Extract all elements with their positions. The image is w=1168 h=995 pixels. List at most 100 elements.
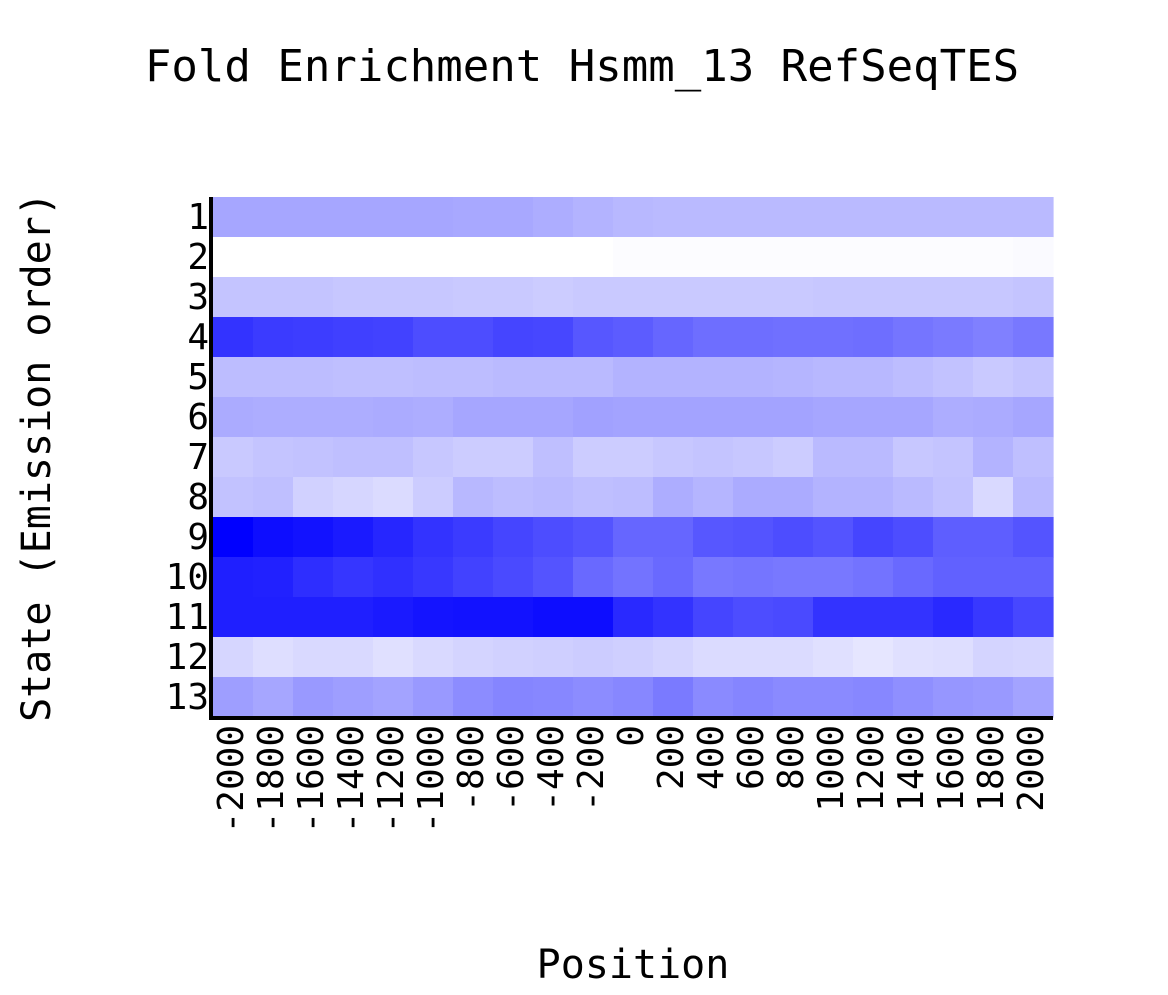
heatmap-cell-state-6-pos-0 [613,397,654,438]
heatmap-cell-state-11-pos-200 [653,597,694,638]
y-tick-label: 5 [187,357,209,398]
heatmap-cell-state-13-pos--600 [493,677,534,718]
heatmap-cell-state-6-pos-1600 [933,397,974,438]
heatmap-cell-state-13-pos--1200 [373,677,414,718]
heatmap-cell-state-6-pos-600 [733,397,774,438]
heatmap-cell-state-3-pos--1000 [413,277,454,318]
heatmap-cell-state-7-pos--200 [573,437,614,478]
heatmap-cell-state-10-pos--1000 [413,557,454,598]
heatmap-cell-state-6-pos--1800 [253,397,294,438]
heatmap-cell-state-6-pos-1400 [893,397,934,438]
heatmap-cell-state-10-pos--400 [533,557,574,598]
heatmap-cell-state-3-pos--1400 [333,277,374,318]
heatmap-cell-state-11-pos--1200 [373,597,414,638]
heatmap-cell-state-11-pos--1600 [293,597,334,638]
heatmap-cell-state-2-pos-1600 [933,237,974,278]
heatmap-cell-state-8-pos--1800 [253,477,294,518]
heatmap-cell-state-8-pos-400 [693,477,734,518]
heatmap-cell-state-8-pos--1200 [373,477,414,518]
heatmap-cell-state-11-pos-600 [733,597,774,638]
heatmap-cell-state-6-pos-1800 [973,397,1014,438]
heatmap-cell-state-4-pos--200 [573,317,614,358]
heatmap-cell-state-9-pos--600 [493,517,534,558]
heatmap-cell-state-8-pos--800 [453,477,494,518]
y-tick-label: 11 [166,597,209,638]
heatmap-cell-state-9-pos--1800 [253,517,294,558]
heatmap-cell-state-13-pos--400 [533,677,574,718]
heatmap-cell-state-6-pos-1000 [813,397,854,438]
heatmap-cell-state-3-pos--1200 [373,277,414,318]
x-tick-label: 1000 [811,725,852,812]
heatmap-cell-state-13-pos--2000 [213,677,254,718]
heatmap-cell-state-8-pos--2000 [213,477,254,518]
heatmap-cell-state-3-pos-200 [653,277,694,318]
heatmap-cell-state-1-pos--1000 [413,197,454,238]
heatmap-cell-state-6-pos-200 [653,397,694,438]
heatmap-cell-state-9-pos-200 [653,517,694,558]
heatmap-cell-state-11-pos--600 [493,597,534,638]
heatmap-cell-state-5-pos--200 [573,357,614,398]
heatmap-cell-state-7-pos--600 [493,437,534,478]
heatmap-cell-state-12-pos--1600 [293,637,334,678]
heatmap-cell-state-3-pos-2000 [1013,277,1054,318]
heatmap-cell-state-10-pos--800 [453,557,494,598]
heatmap-cell-state-1-pos-1400 [893,197,934,238]
heatmap-cell-state-13-pos--1800 [253,677,294,718]
chart-title: Fold Enrichment Hsmm_13 RefSeqTES [145,41,1019,92]
heatmap-cell-state-12-pos--800 [453,637,494,678]
heatmap-cell-state-5-pos--1000 [413,357,454,398]
heatmap-cell-state-1-pos-1200 [853,197,894,238]
heatmap-cell-state-10-pos-800 [773,557,814,598]
heatmap-cell-state-8-pos--1000 [413,477,454,518]
heatmap-cell-state-12-pos-1800 [973,637,1014,678]
heatmap-cell-state-10-pos-600 [733,557,774,598]
x-axis-label: Position [537,942,730,988]
heatmap-cell-state-12-pos-800 [773,637,814,678]
heatmap-cell-state-13-pos-400 [693,677,734,718]
heatmap-cell-state-7-pos-1000 [813,437,854,478]
heatmap-cell-state-12-pos--600 [493,637,534,678]
heatmap-cell-state-10-pos-1400 [893,557,934,598]
heatmap-cell-state-5-pos--1600 [293,357,334,398]
heatmap-cells [213,197,1054,718]
heatmap-cell-state-1-pos--1200 [373,197,414,238]
heatmap-cell-state-13-pos-200 [653,677,694,718]
heatmap-cell-state-5-pos--600 [493,357,534,398]
heatmap-cell-state-4-pos-2000 [1013,317,1054,358]
heatmap-cell-state-5-pos-600 [733,357,774,398]
heatmap-cell-state-2-pos-2000 [1013,237,1054,278]
heatmap-cell-state-10-pos-400 [693,557,734,598]
x-tick-label: 200 [651,725,692,790]
heatmap-cell-state-7-pos--1400 [333,437,374,478]
heatmap-cell-state-6-pos-2000 [1013,397,1054,438]
heatmap-cell-state-2-pos--2000 [213,237,254,278]
heatmap-cell-state-12-pos-600 [733,637,774,678]
heatmap-cell-state-9-pos-0 [613,517,654,558]
heatmap-cell-state-11-pos--1000 [413,597,454,638]
heatmap-cell-state-4-pos-1200 [853,317,894,358]
x-tick-label: 1400 [891,725,932,812]
heatmap-cell-state-3-pos-1800 [973,277,1014,318]
heatmap-cell-state-7-pos-800 [773,437,814,478]
heatmap-cell-state-10-pos--2000 [213,557,254,598]
heatmap-cell-state-12-pos-1000 [813,637,854,678]
heatmap-cell-state-8-pos-2000 [1013,477,1054,518]
heatmap-cell-state-1-pos-200 [653,197,694,238]
heatmap-cell-state-1-pos-1800 [973,197,1014,238]
heatmap-cell-state-1-pos--800 [453,197,494,238]
heatmap-cell-state-7-pos-600 [733,437,774,478]
heatmap-cell-state-1-pos--2000 [213,197,254,238]
heatmap-cell-state-4-pos-400 [693,317,734,358]
heatmap-cell-state-11-pos--200 [573,597,614,638]
heatmap-cell-state-6-pos--400 [533,397,574,438]
x-tick-label: -1200 [371,725,412,833]
heatmap-cell-state-2-pos--400 [533,237,574,278]
heatmap-cell-state-3-pos--1600 [293,277,334,318]
y-tick-label: 4 [187,317,209,358]
y-tick-label: 2 [187,237,209,278]
heatmap-cell-state-4-pos-1600 [933,317,974,358]
heatmap-cell-state-4-pos--1800 [253,317,294,358]
heatmap-cell-state-12-pos--2000 [213,637,254,678]
heatmap-cell-state-6-pos--600 [493,397,534,438]
